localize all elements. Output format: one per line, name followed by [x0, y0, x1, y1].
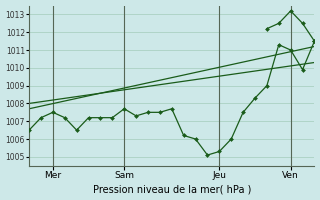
X-axis label: Pression niveau de la mer( hPa ): Pression niveau de la mer( hPa ) — [92, 184, 251, 194]
